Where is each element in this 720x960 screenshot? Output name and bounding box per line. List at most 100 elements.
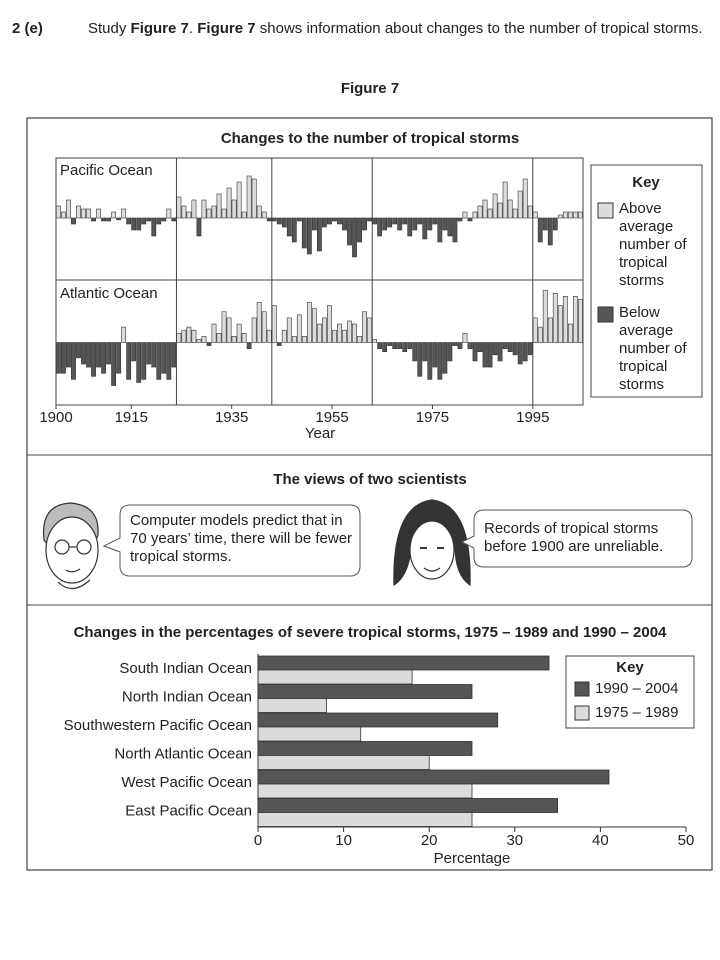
bar bbox=[517, 342, 523, 365]
bar bbox=[116, 342, 122, 374]
scientist-face bbox=[42, 502, 99, 590]
bar bbox=[291, 217, 297, 243]
bar bbox=[392, 217, 398, 225]
bar bbox=[542, 289, 548, 343]
bar bbox=[166, 342, 172, 380]
bar bbox=[552, 217, 558, 231]
bar bbox=[457, 342, 463, 349]
bar bbox=[257, 726, 362, 742]
bar bbox=[407, 217, 413, 237]
x-tick-label: 50 bbox=[678, 832, 695, 849]
bar bbox=[311, 217, 317, 231]
bar bbox=[156, 217, 162, 225]
bar bbox=[181, 205, 187, 219]
bar bbox=[66, 342, 71, 368]
bar bbox=[246, 175, 252, 219]
bar bbox=[517, 190, 523, 219]
legend-title: Key bbox=[616, 659, 644, 676]
bar bbox=[76, 205, 81, 219]
figure-label: Figure 7 bbox=[341, 80, 399, 97]
x-tick-label: 20 bbox=[421, 832, 438, 849]
legend-label: 1990 – 2004 bbox=[595, 680, 678, 697]
bar bbox=[477, 205, 483, 219]
bar bbox=[472, 342, 478, 362]
bar bbox=[402, 217, 408, 225]
bar bbox=[507, 199, 513, 219]
bar bbox=[116, 217, 122, 221]
bar bbox=[257, 798, 559, 813]
bar bbox=[502, 342, 508, 349]
bar bbox=[96, 208, 101, 219]
bar bbox=[417, 217, 423, 225]
bar bbox=[447, 217, 453, 237]
scientist-face bbox=[393, 499, 471, 587]
bar bbox=[96, 342, 101, 368]
bar bbox=[527, 205, 533, 219]
bar bbox=[121, 326, 127, 343]
bar bbox=[101, 217, 106, 222]
bar bbox=[111, 342, 117, 386]
bar bbox=[257, 769, 610, 785]
chart-title: Changes in the percentages of severe tro… bbox=[74, 624, 667, 641]
bar bbox=[322, 217, 327, 228]
bar bbox=[402, 342, 408, 353]
text: Figure 7 bbox=[130, 20, 189, 37]
bar bbox=[286, 317, 292, 343]
bar bbox=[337, 323, 342, 343]
bar bbox=[141, 217, 147, 225]
bar bbox=[482, 199, 488, 219]
bar bbox=[146, 217, 152, 222]
bar bbox=[101, 342, 106, 374]
bar bbox=[76, 342, 81, 359]
bar bbox=[71, 217, 76, 225]
panel-title: The views of two scientists bbox=[273, 471, 466, 488]
bar bbox=[71, 342, 76, 380]
legend-swatch bbox=[574, 705, 590, 721]
bar bbox=[141, 342, 147, 380]
bar bbox=[306, 217, 312, 255]
bar bbox=[567, 211, 573, 219]
bar bbox=[55, 342, 61, 374]
bar bbox=[86, 342, 91, 368]
figure-frame bbox=[26, 117, 713, 871]
bar bbox=[422, 342, 428, 362]
bar bbox=[257, 755, 430, 770]
bar bbox=[522, 178, 528, 219]
chart-title: Changes to the number of tropical storms bbox=[221, 130, 519, 147]
bar bbox=[442, 342, 448, 374]
bar bbox=[387, 217, 393, 228]
bar bbox=[492, 193, 498, 219]
bar bbox=[181, 329, 187, 343]
bar bbox=[246, 342, 252, 349]
bar bbox=[201, 336, 207, 343]
y-tick-label: North Atlantic Ocean bbox=[114, 745, 252, 762]
bar bbox=[452, 217, 458, 243]
bar bbox=[322, 317, 327, 343]
bar bbox=[151, 342, 157, 368]
bar bbox=[91, 217, 96, 222]
bar bbox=[462, 332, 468, 343]
bar bbox=[261, 311, 267, 343]
x-tick-label: 1915 bbox=[115, 409, 148, 426]
bar bbox=[537, 217, 543, 243]
bar bbox=[412, 342, 418, 362]
x-tick-label: 0 bbox=[254, 832, 262, 849]
bar bbox=[196, 339, 202, 343]
bar bbox=[442, 217, 448, 231]
bar bbox=[547, 217, 553, 246]
bar bbox=[372, 339, 378, 343]
bar bbox=[81, 342, 86, 365]
bar bbox=[121, 208, 127, 219]
bar bbox=[206, 208, 212, 219]
bar bbox=[61, 342, 66, 374]
bar bbox=[547, 317, 553, 343]
bar bbox=[357, 336, 362, 343]
bar bbox=[362, 217, 367, 231]
bar bbox=[171, 342, 177, 368]
y-tick-label: Southwestern Pacific Ocean bbox=[64, 717, 252, 734]
bar bbox=[161, 342, 167, 374]
bar bbox=[477, 342, 483, 353]
speech-bubble bbox=[460, 509, 693, 568]
text: shows information about changes to the n… bbox=[255, 20, 703, 37]
